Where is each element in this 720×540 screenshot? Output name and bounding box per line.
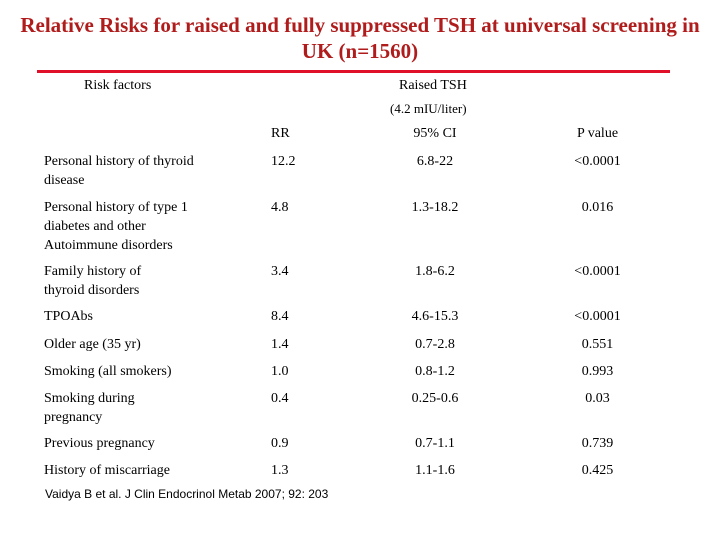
- p-value-cell: 0.016: [581, 200, 614, 215]
- ci-cell: 6.8-22: [416, 154, 454, 169]
- slide-title: Relative Risks for raised and fully supp…: [20, 13, 700, 63]
- title-divider: [37, 70, 670, 73]
- ci-cell: 0.25-0.6: [411, 391, 459, 406]
- risk-factor-cell: Previous pregnancy: [44, 436, 155, 451]
- ci-cell: 1.8-6.2: [415, 264, 455, 279]
- ci-column-header: 95% CI: [413, 126, 457, 141]
- risk-factor-cell: TPOAbs: [44, 309, 94, 324]
- risk-factor-cell: Personal history of type 1 diabetes and …: [44, 200, 188, 253]
- p-value-column-header: P value: [576, 126, 619, 141]
- risk-factor-cell: Personal history of thyroid disease: [44, 154, 194, 188]
- citation: Vaidya B et al. J Clin Endocrinol Metab …: [45, 487, 329, 501]
- rr-cell: 1.3: [271, 463, 289, 478]
- p-value-cell: 0.993: [581, 364, 614, 379]
- rr-cell: 0.9: [271, 436, 289, 451]
- risk-factor-cell: History of miscarriage: [44, 463, 170, 478]
- rr-cell: 1.4: [271, 337, 289, 352]
- risk-factor-cell: Older age (35 yr): [44, 337, 141, 352]
- rr-cell: 4.8: [271, 200, 289, 215]
- p-value-cell: <0.0001: [574, 309, 621, 324]
- rr-column-header: RR: [271, 126, 290, 141]
- p-value-cell: 0.551: [581, 337, 614, 352]
- rr-cell: 0.4: [271, 391, 289, 406]
- risk-factor-cell: Family history of thyroid disorders: [44, 264, 142, 298]
- risk-factor-cell: Smoking during pregnancy: [44, 391, 135, 425]
- rr-cell: 8.4: [271, 309, 289, 324]
- ci-cell: 1.1-1.6: [415, 463, 455, 478]
- ci-cell: 0.7-1.1: [415, 436, 455, 451]
- raised-tsh-unit: (4.2 mIU/liter): [390, 101, 467, 116]
- rr-cell: 12.2: [271, 154, 296, 169]
- ci-cell: 1.3-18.2: [411, 200, 459, 215]
- rr-cell: 1.0: [271, 364, 289, 379]
- p-value-cell: <0.0001: [574, 264, 621, 279]
- p-value-cell: 0.03: [585, 391, 610, 406]
- p-value-cell: <0.0001: [574, 154, 621, 169]
- ci-cell: 0.8-1.2: [415, 364, 455, 379]
- p-value-cell: 0.739: [581, 436, 614, 451]
- ci-cell: 0.7-2.8: [415, 337, 455, 352]
- ci-cell: 4.6-15.3: [411, 309, 459, 324]
- rr-cell: 3.4: [271, 264, 289, 279]
- risk-factors-header: Risk factors: [84, 78, 152, 93]
- risk-factor-cell: Smoking (all smokers): [44, 364, 172, 379]
- p-value-cell: 0.425: [581, 463, 614, 478]
- raised-tsh-header: Raised TSH: [399, 78, 467, 93]
